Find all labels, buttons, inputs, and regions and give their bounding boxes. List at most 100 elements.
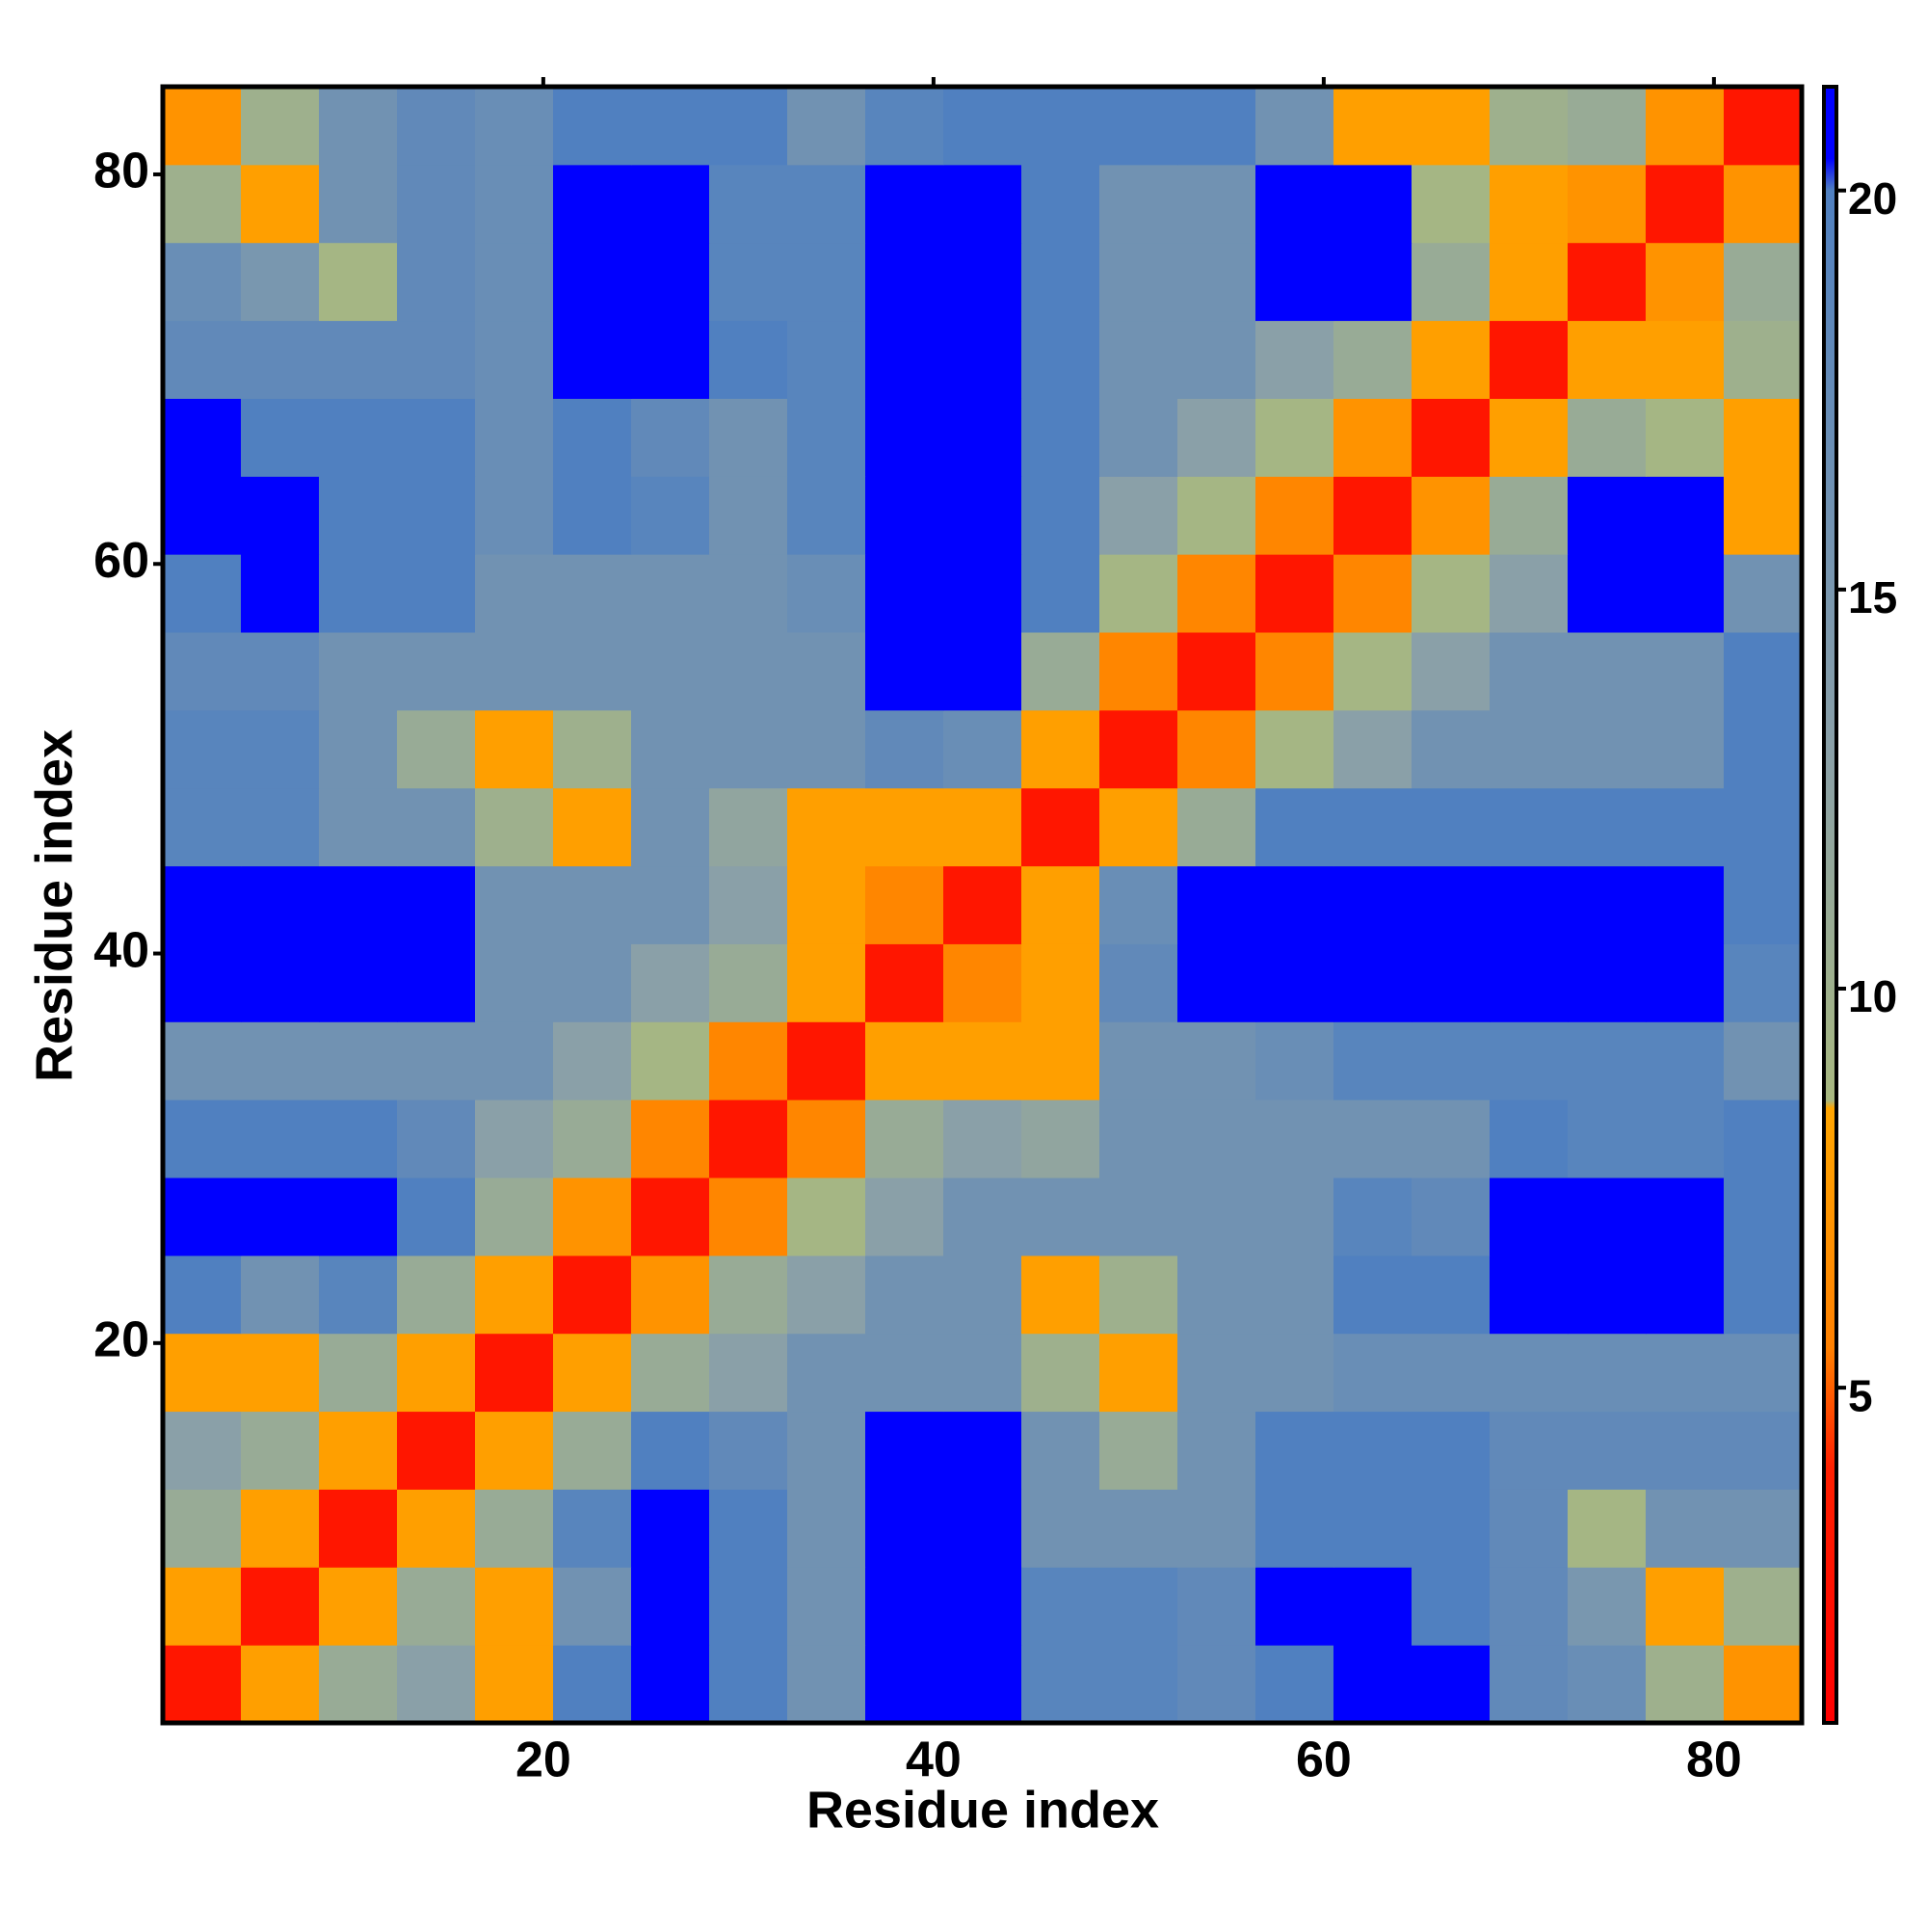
heatmap-cell (1021, 1567, 1100, 1646)
heatmap-cell (787, 87, 866, 166)
heatmap-cell (397, 398, 476, 477)
heatmap-cell (1333, 242, 1412, 322)
heatmap-cell (709, 865, 788, 944)
heatmap-cell (475, 709, 554, 789)
heatmap-cell (319, 1255, 398, 1335)
heatmap-cell (943, 1099, 1022, 1178)
heatmap-cell (319, 1333, 398, 1413)
heatmap-cell (319, 1178, 398, 1257)
heatmap-cell (319, 164, 398, 244)
heatmap-cell (787, 632, 866, 711)
heatmap-cell (475, 865, 554, 944)
heatmap-cell (553, 1255, 632, 1335)
heatmap-cell (163, 632, 242, 711)
heatmap-cell (1099, 398, 1178, 477)
heatmap-cell (1333, 1178, 1412, 1257)
heatmap-cell (241, 1255, 320, 1335)
heatmap-cell (709, 1021, 788, 1100)
heatmap-cell (1333, 943, 1412, 1022)
colorbar-tick-label: 20 (1848, 173, 1897, 224)
heatmap-cell (1412, 632, 1491, 711)
heatmap-cell (1255, 1567, 1334, 1646)
heatmap-cell (865, 87, 944, 166)
heatmap-cell (1255, 476, 1334, 555)
colorbar-tick-label: 10 (1848, 971, 1897, 1021)
heatmap-cell (475, 1099, 554, 1178)
heatmap-cell (1412, 164, 1491, 244)
heatmap-cell (1255, 865, 1334, 944)
heatmap-cell (787, 709, 866, 789)
heatmap-cell (1568, 242, 1647, 322)
heatmap-cell (1099, 865, 1178, 944)
heatmap-cell (1490, 398, 1569, 477)
heatmap-cell (241, 320, 320, 399)
heatmap-cell (1646, 320, 1725, 399)
heatmap-cell (163, 1411, 242, 1490)
heatmap-cell (553, 554, 632, 633)
heatmap-cell (553, 1567, 632, 1646)
heatmap-cell (163, 554, 242, 633)
heatmap-cell (709, 1489, 788, 1568)
heatmap-cell (1646, 632, 1725, 711)
y-tick-label: 80 (93, 144, 149, 199)
heatmap-cell (241, 1567, 320, 1646)
heatmap-cell (865, 1255, 944, 1335)
heatmap-cell (943, 709, 1022, 789)
heatmap-cell (1255, 1178, 1334, 1257)
heatmap-cell (241, 242, 320, 322)
heatmap-cell (241, 1333, 320, 1413)
heatmap-cell (709, 1255, 788, 1335)
heatmap-cell (1568, 1099, 1647, 1178)
heatmap-cell (475, 398, 554, 477)
heatmap-cell (475, 1021, 554, 1100)
heatmap-cell (1021, 87, 1100, 166)
heatmap-cell (1412, 1255, 1491, 1335)
heatmap-cell (553, 1178, 632, 1257)
heatmap-cell (1724, 632, 1803, 711)
y-tick-label: 20 (93, 1312, 149, 1368)
heatmap-cell (709, 943, 788, 1022)
heatmap-cell (1021, 709, 1100, 789)
heatmap-cell (1333, 1333, 1412, 1413)
heatmap-cell (1099, 554, 1178, 633)
heatmap-cell (1646, 242, 1725, 322)
heatmap-cell (163, 865, 242, 944)
heatmap-cell (787, 1411, 866, 1490)
heatmap-cell (631, 709, 710, 789)
heatmap-cell (709, 1333, 788, 1413)
heatmap-cell (319, 709, 398, 789)
heatmap-cell (397, 242, 476, 322)
heatmap-cell (1568, 1021, 1647, 1100)
heatmap-cell (1646, 1021, 1725, 1100)
heatmap-cell (1724, 87, 1803, 166)
heatmap-cell (1021, 1333, 1100, 1413)
heatmap-cell (1568, 632, 1647, 711)
heatmap-cell (319, 398, 398, 477)
heatmap-cell (319, 943, 398, 1022)
heatmap-cell (1490, 1178, 1569, 1257)
heatmap-cell (1021, 1255, 1100, 1335)
heatmap-cell (709, 709, 788, 789)
heatmap-cell (1490, 632, 1569, 711)
heatmap-cell (1412, 87, 1491, 166)
heatmap-cell (1099, 1567, 1178, 1646)
heatmap-cell (1099, 1645, 1178, 1724)
heatmap-cell (319, 554, 398, 633)
heatmap-cell (1724, 865, 1803, 944)
heatmap-cell (709, 242, 788, 322)
heatmap-cell (163, 476, 242, 555)
heatmap-cell (943, 164, 1022, 244)
heatmap-cell (1177, 1645, 1256, 1724)
heatmap-cell (1646, 554, 1725, 633)
heatmap-cell (553, 632, 632, 711)
x-tick-label: 40 (906, 1733, 962, 1788)
heatmap-cell (553, 320, 632, 399)
heatmap-cell (241, 1645, 320, 1724)
x-axis-title: Residue index (806, 1781, 1159, 1839)
heatmap-cell (631, 1178, 710, 1257)
heatmap-cell (1255, 554, 1334, 633)
heatmap-cell (163, 1099, 242, 1178)
heatmap-cell (319, 87, 398, 166)
heatmap-cell (1568, 476, 1647, 555)
heatmap-cell (319, 1489, 398, 1568)
